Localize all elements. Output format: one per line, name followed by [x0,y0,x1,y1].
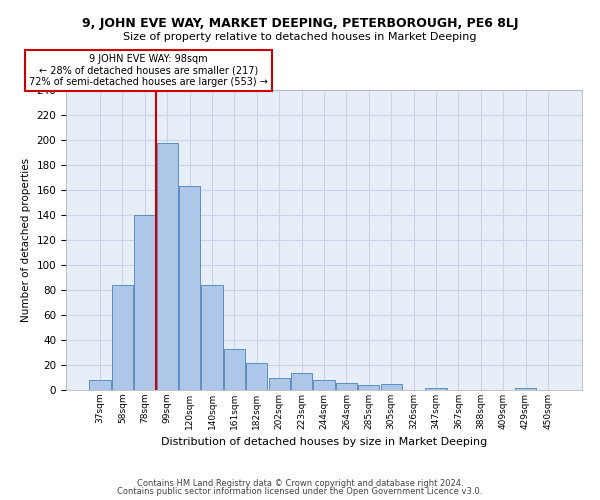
Bar [134,215,155,390]
Bar [202,285,223,390]
Bar [336,382,357,390]
Bar [224,349,245,390]
X-axis label: Distribution of detached houses by size in Market Deeping: Distribution of detached houses by size … [161,438,487,448]
Text: Contains HM Land Registry data © Crown copyright and database right 2024.: Contains HM Land Registry data © Crown c… [137,478,463,488]
Text: 9 JOHN EVE WAY: 98sqm
← 28% of detached houses are smaller (217)
72% of semi-det: 9 JOHN EVE WAY: 98sqm ← 28% of detached … [29,54,268,87]
Bar [358,385,379,390]
Bar [89,380,111,390]
Text: 9, JOHN EVE WAY, MARKET DEEPING, PETERBOROUGH, PE6 8LJ: 9, JOHN EVE WAY, MARKET DEEPING, PETERBO… [82,18,518,30]
Bar [269,378,290,390]
Bar [157,142,178,390]
Bar [246,362,268,390]
Bar [425,388,446,390]
Bar [112,285,133,390]
Bar [291,372,312,390]
Bar [313,380,335,390]
Bar [179,186,200,390]
Y-axis label: Number of detached properties: Number of detached properties [21,158,31,322]
Text: Contains public sector information licensed under the Open Government Licence v3: Contains public sector information licen… [118,487,482,496]
Bar [380,384,402,390]
Text: Size of property relative to detached houses in Market Deeping: Size of property relative to detached ho… [123,32,477,42]
Bar [515,388,536,390]
